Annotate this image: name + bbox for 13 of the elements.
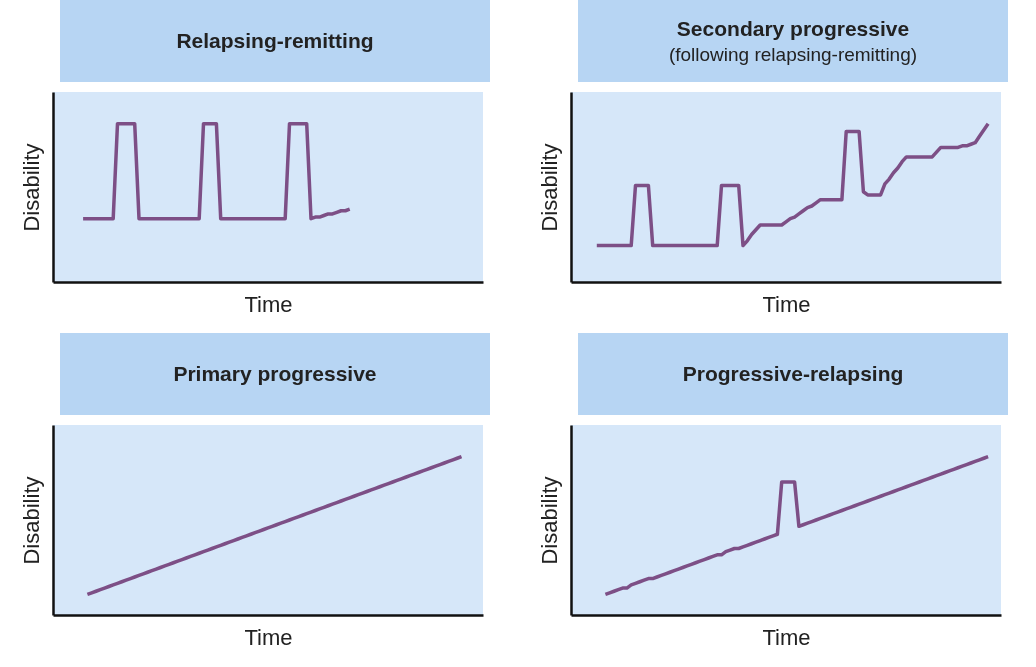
chart-title: Relapsing-remitting [176,29,374,53]
x-axis-title: Time [762,291,811,317]
y-axis-title: Disability [536,476,562,565]
y-axis-title: Disability [18,143,44,232]
chart-title: Primary progressive [173,362,377,386]
x-axis-title: Time [244,291,293,317]
chart-subtitle: (following relapsing-remitting) [668,43,918,66]
y-axis-title: Disability [536,143,562,232]
x-axis-title: Time [762,624,811,650]
chart-title: Progressive-relapsing [682,362,904,386]
x-axis-title: Time [244,624,293,650]
chart-title: Secondary progressive [676,16,910,41]
y-axis-title: Disability [18,476,44,565]
